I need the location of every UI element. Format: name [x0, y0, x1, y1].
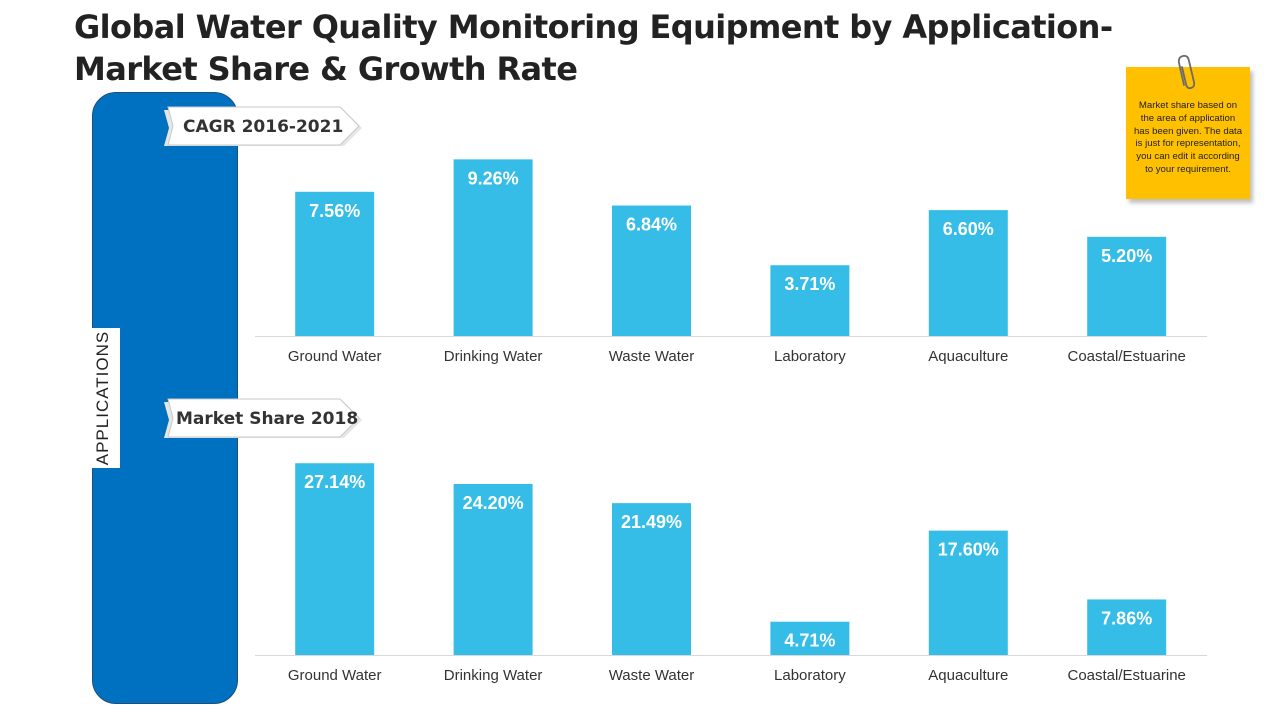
data-label: 27.14% — [304, 472, 365, 492]
category-label: Ground Water — [288, 667, 382, 684]
banner-arrow-shape — [164, 398, 362, 438]
data-label: 6.84% — [626, 215, 677, 235]
category-label: Ground Water — [288, 348, 382, 365]
bar-ground-water — [295, 191, 375, 336]
bar-aquaculture — [928, 530, 1008, 655]
category-label: Waste Water — [609, 348, 695, 365]
sticky-note-text: Market share based on the area of applic… — [1133, 100, 1243, 175]
page-title: Global Water Quality Monitoring Equipmen… — [74, 8, 1113, 88]
bar-coastal-estuarine — [1087, 236, 1167, 336]
cagr-banner: CAGR 2016-2021 — [164, 104, 374, 150]
category-label: Coastal/Estuarine — [1067, 348, 1185, 365]
category-label: Coastal/Estuarine — [1067, 667, 1185, 684]
banner-arrow-shape — [164, 106, 362, 146]
bar-laboratory — [770, 265, 850, 336]
data-label: 17.60% — [938, 540, 999, 560]
data-label: 6.60% — [943, 219, 994, 239]
data-label: 7.86% — [1101, 608, 1152, 628]
bar-waste-water — [612, 503, 691, 655]
data-label: 3.71% — [784, 274, 835, 294]
data-label: 4.71% — [784, 631, 835, 651]
bar-coastal-estuarine — [1087, 599, 1167, 655]
bar-drinking-water — [453, 159, 533, 336]
bar-drinking-water — [453, 483, 533, 655]
market-share-bar-chart: 27.14% Ground Water 24.20% Drinking Water 21… — [255, 463, 1207, 684]
bar-laboratory — [770, 621, 850, 655]
bar-aquaculture — [928, 210, 1008, 336]
category-label: Drinking Water — [444, 348, 543, 365]
market-share-banner-label: Market Share 2018 — [176, 409, 359, 429]
data-label: 7.56% — [309, 201, 360, 221]
category-label: Laboratory — [774, 348, 846, 365]
data-label: 5.20% — [1101, 246, 1152, 266]
category-label: Waste Water — [609, 667, 695, 684]
data-label: 21.49% — [621, 512, 682, 532]
data-label: 24.20% — [463, 493, 524, 513]
category-label: Laboratory — [774, 667, 846, 684]
applications-label: APPLICATIONS — [93, 330, 112, 466]
category-label: Drinking Water — [444, 667, 543, 684]
sticky-note: Market share based on the area of applic… — [1126, 67, 1250, 199]
data-label: 9.26% — [468, 168, 519, 188]
paperclip-icon — [1177, 55, 1196, 90]
cagr-banner-label: CAGR 2016-2021 — [183, 117, 344, 137]
category-label: Aquaculture — [928, 348, 1008, 365]
bar-waste-water — [612, 205, 691, 336]
cagr-bar-chart: 7.56% Ground Water 9.26% Drinking Water 6.84… — [255, 159, 1207, 365]
category-label: Aquaculture — [928, 667, 1008, 684]
market-share-banner: Market Share 2018 — [164, 396, 374, 442]
applications-label-box — [86, 328, 120, 468]
bar-ground-water — [295, 463, 375, 655]
